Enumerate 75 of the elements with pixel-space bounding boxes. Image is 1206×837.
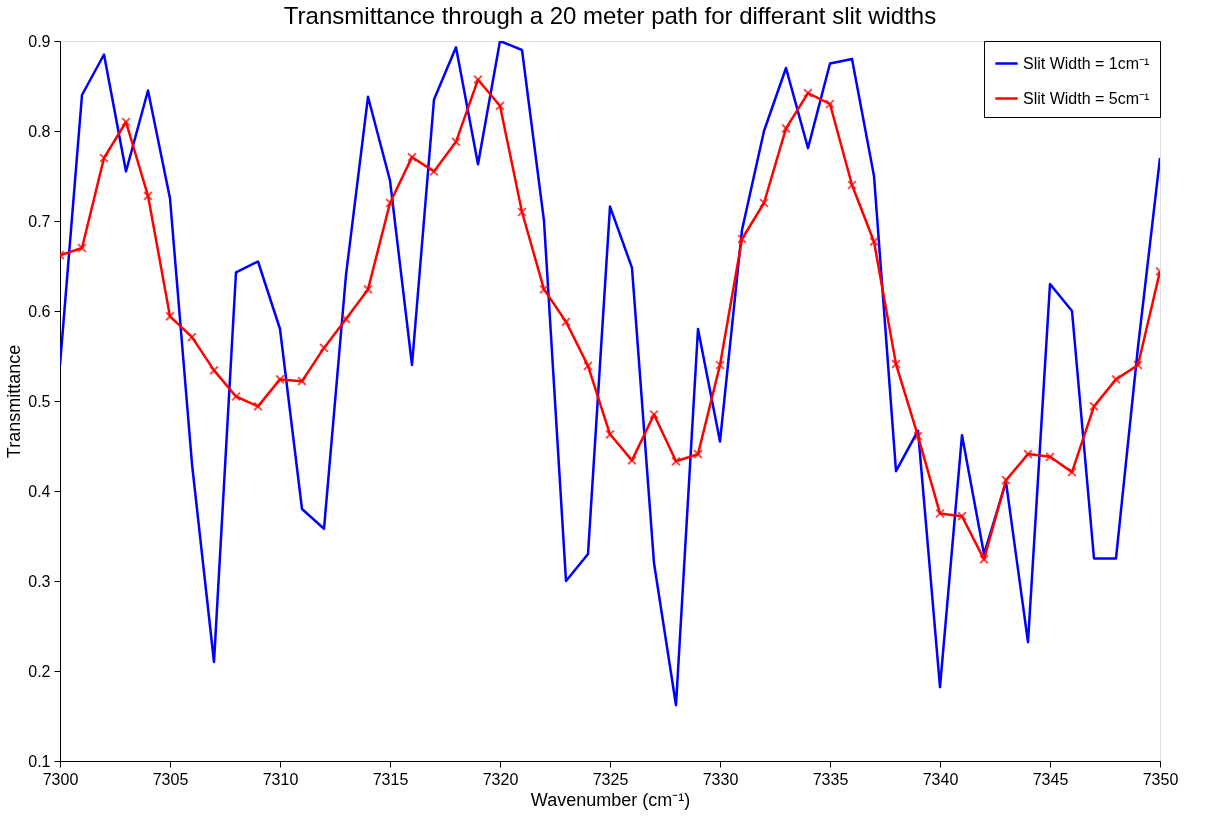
point [649,409,659,420]
point [957,511,967,522]
legend-label: Slit Width = 5cm⁻¹ [1023,89,1150,107]
y-tick-label: 0.9 [28,32,51,50]
point [385,198,395,208]
y-tick-label: 0.2 [28,662,51,680]
point [979,554,989,565]
point [1111,374,1121,385]
y-tick-label: 0.6 [28,302,51,320]
x-tick-label: 7310 [262,770,299,788]
point [451,136,461,147]
point [891,359,901,369]
point [1089,401,1099,412]
legend-label: Slit Width = 1cm⁻¹ [1023,54,1150,72]
point [583,361,593,371]
point [99,153,109,163]
point [869,236,879,247]
point [209,365,219,376]
point [231,391,241,402]
point [825,99,835,109]
point [781,123,791,134]
point [341,314,351,324]
point [253,401,263,412]
point [605,429,615,440]
point [275,374,285,385]
x-tick-label: 7320 [482,770,519,788]
x-tick-label: 7315 [372,770,409,788]
point [187,332,197,342]
point [473,74,483,85]
point [935,508,945,519]
point [143,190,153,201]
y-tick-label: 0.8 [28,122,51,140]
point [539,284,549,295]
line-series [60,41,1160,707]
x-tick-label: 7330 [702,770,739,788]
point [913,431,923,441]
point [715,360,725,370]
point [429,166,439,177]
x-axis-title: Wavenumber (cm⁻¹) [530,789,691,810]
point [165,311,175,322]
point [121,117,131,127]
point [363,284,373,295]
point [407,152,417,162]
point [1133,360,1143,370]
point [1023,449,1033,459]
point [319,343,329,353]
chart-title: Transmittance through a 20 meter path for differant slit widths [283,2,937,29]
y-tick-label: 0.4 [28,482,51,500]
point [561,316,571,327]
point [627,455,637,466]
point [517,207,527,217]
point [495,100,505,111]
point [297,376,307,387]
y-tick-label: 0.7 [28,212,51,230]
x-tick-label: 7345 [1032,770,1069,788]
x-tick-label: 7300 [42,770,79,788]
y-tick-label: 0.3 [28,572,51,590]
point [77,243,87,253]
point [1067,467,1077,477]
point [759,198,769,208]
x-tick-label: 7340 [922,770,959,788]
x-tick-label: 7350 [1142,770,1179,788]
point [847,180,857,190]
point [737,234,747,244]
y-axis-title: Transmittance [4,344,25,459]
point [803,88,813,99]
y-tick-label: 0.5 [28,392,51,410]
x-tick-label: 7325 [592,770,629,788]
point [1045,451,1055,462]
point [671,456,681,467]
point [693,449,703,459]
point [1001,475,1011,486]
y-tick-label: 0.1 [28,752,51,770]
x-tick-label: 7305 [152,770,189,788]
x-tick-label: 7335 [812,770,849,788]
